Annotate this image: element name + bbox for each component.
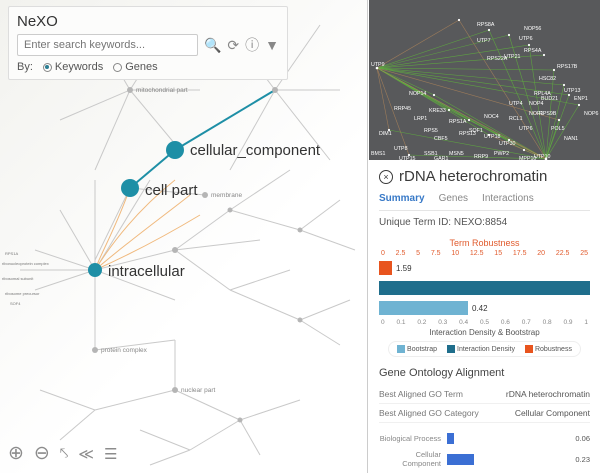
tab-summary[interactable]: Summary (379, 193, 425, 204)
radio-genes[interactable]: Genes (113, 61, 157, 73)
detail-tabs[interactable]: Summary Genes Interactions (379, 193, 590, 211)
svg-text:KRE33: KRE33 (429, 108, 446, 114)
tree-node-labels: mitochondrial part membrane protein comp… (101, 87, 242, 394)
search-icon[interactable]: 🔍 (204, 37, 221, 54)
svg-text:RPS22A: RPS22A (487, 56, 508, 62)
svg-text:ribosome precursor: ribosome precursor (5, 291, 40, 296)
svg-text:mitochondrial part: mitochondrial part (136, 87, 188, 94)
svg-text:SOF4: SOF4 (10, 301, 21, 306)
svg-text:UTP8: UTP8 (394, 146, 408, 152)
svg-text:RPS1A: RPS1A (5, 251, 18, 256)
zoom-in-icon[interactable]: ⊕ (8, 442, 24, 465)
svg-text:UTP7: UTP7 (477, 38, 491, 44)
robustness-axis-ticks: 0 2.5 5 7.5 10 12.5 15 17.5 20 22.5 25 (379, 250, 590, 257)
svg-text:ENP1: ENP1 (574, 96, 588, 102)
go-best-category-row: Best Aligned GO Category Cellular Compon… (379, 404, 590, 423)
svg-text:membrane: membrane (211, 192, 242, 199)
svg-text:UTP13: UTP13 (564, 88, 581, 94)
svg-text:RPS4A: RPS4A (524, 48, 542, 54)
svg-text:CBF5: CBF5 (434, 136, 448, 142)
robustness-bar-chart[interactable]: 1.59 (379, 259, 590, 277)
svg-text:RPS5: RPS5 (424, 128, 438, 134)
svg-text:RPS17B: RPS17B (557, 64, 578, 70)
svg-text:RPS1A: RPS1A (449, 119, 467, 125)
svg-text:MSN5: MSN5 (449, 151, 464, 157)
svg-text:UTP6: UTP6 (519, 36, 533, 42)
gene-network-svg[interactable]: UTP9 UTP10 RPS8A UTP7 UTP6 RPS4A RPS17B … (369, 0, 600, 160)
go-bars-chart[interactable]: Biological Process 0.06 Cellular Compone… (379, 433, 590, 473)
unique-term-id: Unique Term ID: NEXO:8854 (379, 217, 590, 228)
svg-text:UTP9: UTP9 (371, 62, 385, 68)
svg-text:NOC4: NOC4 (484, 114, 499, 120)
svg-text:RPS13: RPS13 (459, 131, 476, 137)
svg-text:RRP45: RRP45 (394, 106, 411, 112)
svg-text:RPS8A: RPS8A (477, 22, 495, 28)
svg-text:LRP1: LRP1 (414, 116, 427, 122)
svg-text:cellular_component: cellular_component (190, 142, 321, 159)
refresh-icon[interactable]: ⟳ (227, 37, 239, 54)
svg-text:NOP6: NOP6 (584, 111, 598, 117)
term-title: rDNA heterochromatin (399, 168, 547, 185)
svg-text:UTP4: UTP4 (509, 101, 523, 107)
svg-text:PWP2: PWP2 (494, 151, 509, 157)
help-icon[interactable]: ⓘ (245, 35, 259, 55)
svg-text:NOP14: NOP14 (409, 91, 426, 97)
interaction-density-bootstrap-chart[interactable]: 0.42 (379, 279, 590, 317)
svg-text:cell part: cell part (145, 182, 198, 199)
svg-text:ribosomal subunit: ribosomal subunit (2, 276, 34, 281)
dense-cluster-labels: RPS1A ribonucleoprotein complex ribosoma… (2, 251, 49, 306)
svg-text:ribonucleoprotein complex: ribonucleoprotein complex (2, 261, 49, 266)
svg-text:NAN1: NAN1 (564, 136, 578, 142)
search-input[interactable] (17, 34, 198, 56)
zoom-out-icon[interactable]: ⊖ (34, 442, 50, 465)
svg-text:UTP30: UTP30 (499, 141, 516, 147)
go-best-term-row: Best Aligned GO Term rDNA heterochromati… (379, 385, 590, 404)
term-detail-panel: × rDNA heterochromatin Summary Genes Int… (369, 160, 600, 473)
close-icon[interactable]: × (379, 170, 393, 184)
network-node-labels: UTP9 UTP10 RPS8A UTP7 UTP6 RPS4A RPS17B … (371, 22, 598, 160)
term-header: × rDNA heterochromatin (379, 168, 590, 185)
svg-text:NOP56: NOP56 (524, 26, 541, 32)
svg-text:UTP6: UTP6 (519, 126, 533, 132)
tree-toolbar: ⊕ ⊖ ⤣ ≪ ☰ (8, 442, 117, 465)
svg-text:nuclear part: nuclear part (181, 387, 216, 394)
svg-text:protein complex: protein complex (101, 347, 148, 354)
search-panel[interactable]: NeXO 🔍 ⟳ ⓘ ▼ By: Keywords Genes (8, 6, 288, 80)
term-robustness-title: Term Robustness (379, 238, 590, 248)
svg-text:BUD21: BUD21 (541, 96, 558, 102)
svg-text:intracellular: intracellular (108, 263, 185, 280)
robustness-value-label: 1.59 (396, 264, 412, 273)
menu-chevron-icon[interactable]: ▼ (265, 37, 279, 53)
svg-text:HSC82: HSC82 (539, 76, 556, 82)
chart-legend: Bootstrap Interaction Density Robustness (388, 341, 581, 357)
interaction-density-bootstrap-title: Interaction Density & Bootstrap (379, 328, 590, 337)
tab-interactions[interactable]: Interactions (482, 193, 534, 204)
layers-icon[interactable]: ☰ (104, 445, 117, 463)
gene-network-panel: UTP9 UTP10 RPS8A UTP7 UTP6 RPS4A RPS17B … (369, 0, 600, 160)
collapse-icon[interactable]: ≪ (78, 445, 94, 463)
highlighted-node-labels: cellular_component cell part intracellul… (108, 142, 321, 280)
highlighted-nodes[interactable] (88, 141, 184, 277)
svg-text:NOP1: NOP1 (529, 111, 543, 117)
search-by-label: By: (17, 61, 33, 73)
radio-keywords[interactable]: Keywords (43, 61, 103, 73)
bootstrap-value-label: 0.42 (472, 304, 488, 313)
go-alignment-title: Gene Ontology Alignment (379, 367, 590, 379)
bootstrap-axis-ticks: 0 0.1 0.2 0.3 0.4 0.5 0.6 0.7 0.8 0.9 1 (379, 319, 590, 326)
tab-genes[interactable]: Genes (439, 193, 468, 204)
svg-text:DIM1: DIM1 (379, 131, 392, 137)
app-title: NeXO (17, 13, 279, 30)
svg-text:RCL1: RCL1 (509, 116, 523, 122)
tree-explorer-panel: mitochondrial part membrane protein comp… (0, 0, 368, 473)
svg-text:BMS1: BMS1 (371, 151, 385, 157)
svg-text:POL5: POL5 (551, 126, 565, 132)
svg-text:UTP18: UTP18 (484, 134, 501, 140)
fit-view-icon[interactable]: ⤣ (60, 445, 68, 462)
